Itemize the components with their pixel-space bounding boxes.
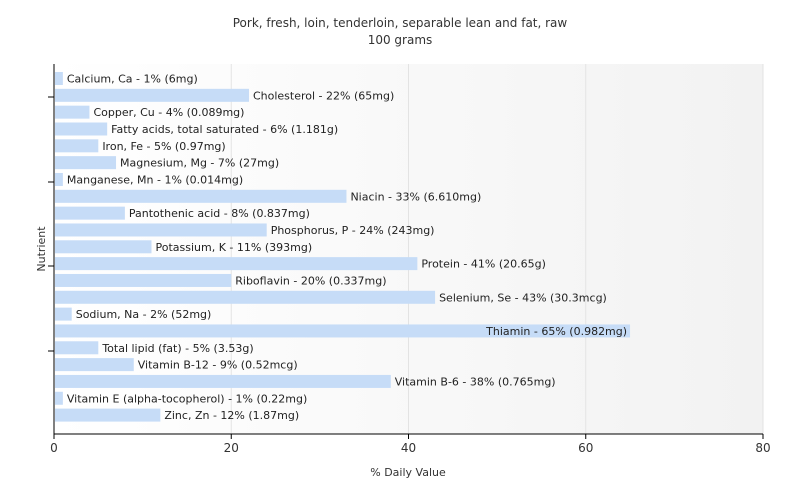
bar <box>55 257 418 271</box>
bar-label: Cholesterol - 22% (65mg) <box>253 89 394 102</box>
bar-label: Magnesium, Mg - 7% (27mg) <box>120 157 279 170</box>
bar <box>55 307 72 321</box>
bar-label: Fatty acids, total saturated - 6% (1.181… <box>111 123 338 136</box>
x-axis-label: % Daily Value <box>370 466 446 479</box>
bar-label: Copper, Cu - 4% (0.089mg) <box>93 106 244 119</box>
bar <box>55 374 391 388</box>
x-tick-label: 80 <box>755 441 770 455</box>
bar <box>55 273 232 287</box>
bar-label: Calcium, Ca - 1% (6mg) <box>67 73 198 86</box>
axes-group <box>48 64 764 439</box>
bar <box>55 156 117 170</box>
bar-label: Vitamin B-12 - 9% (0.52mcg) <box>138 359 298 372</box>
bar-label: Riboflavin - 20% (0.337mg) <box>235 274 386 287</box>
bar <box>55 122 108 136</box>
bar <box>55 408 161 422</box>
bar <box>55 223 267 237</box>
chart-title: Pork, fresh, loin, tenderloin, separable… <box>233 16 568 30</box>
y-axis-label: Nutrient <box>35 226 48 272</box>
bar-label: Manganese, Mn - 1% (0.014mg) <box>67 173 243 186</box>
bars-group <box>55 72 631 422</box>
bar-label: Phosphorus, P - 24% (243mg) <box>271 224 435 237</box>
bar <box>55 391 63 405</box>
bar-labels-group: Calcium, Ca - 1% (6mg) Cholesterol - 22% … <box>67 73 627 423</box>
x-tick-label: 20 <box>224 441 239 455</box>
bar <box>55 290 436 304</box>
bar <box>55 358 134 372</box>
bar-label: Thiamin - 65% (0.982mg) <box>485 325 627 338</box>
bar <box>55 88 249 102</box>
bar <box>55 172 63 186</box>
bar-label: Sodium, Na - 2% (52mg) <box>76 308 212 321</box>
bar <box>55 189 347 203</box>
bar <box>55 139 99 153</box>
x-tick-label: 40 <box>401 441 416 455</box>
grid-lines <box>230 64 764 434</box>
bar <box>55 324 631 338</box>
tick-labels-group: 0 20 40 60 80 <box>50 441 770 455</box>
bar <box>55 72 63 85</box>
bar <box>55 206 125 220</box>
bar-label: Protein - 41% (20.65g) <box>421 258 546 271</box>
chart-subtitle: 100 grams <box>368 33 433 47</box>
bar-label: Total lipid (fat) - 5% (3.53g) <box>101 342 253 355</box>
x-tick-label: 0 <box>50 441 58 455</box>
bar-label: Potassium, K - 11% (393mg) <box>155 241 312 254</box>
bar-label: Pantothenic acid - 8% (0.837mg) <box>129 207 310 220</box>
bar-label: Iron, Fe - 5% (0.97mg) <box>102 140 225 153</box>
bar <box>55 105 90 119</box>
x-tick-label: 60 <box>578 441 593 455</box>
bar-label: Vitamin B-6 - 38% (0.765mg) <box>395 375 556 388</box>
bar-label: Selenium, Se - 43% (30.3mcg) <box>439 291 607 304</box>
bar <box>55 341 99 355</box>
bar-label: Niacin - 33% (6.610mg) <box>350 190 481 203</box>
bar-label: Vitamin E (alpha-tocopherol) - 1% (0.22m… <box>67 392 307 405</box>
bar <box>55 240 152 254</box>
bar-label: Zinc, Zn - 12% (1.87mg) <box>164 409 299 422</box>
